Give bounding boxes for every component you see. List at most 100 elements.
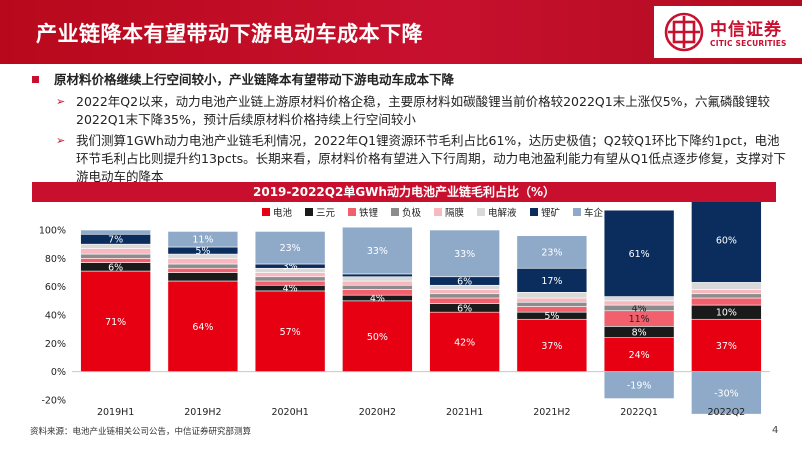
bullet-sub-2: ➢ 我们测算1GWh动力电池产业链毛利情况，2022年Q1锂资源环节毛利占比61… (30, 132, 790, 186)
data-label: 11% (629, 314, 650, 325)
data-label: 7% (108, 235, 123, 246)
data-label: 8% (632, 328, 647, 339)
data-label: 42% (454, 337, 475, 348)
bar-segment (342, 226, 413, 275)
square-bullet-icon (32, 76, 39, 83)
chart-title: 2019-2022Q2单GWh动力电池产业链毛利占比（%） (32, 182, 776, 202)
data-label: 3% (283, 262, 298, 273)
bullet-list: 原材料价格继续上行空间较小，产业链降本有望带动下游电动车成本下降 ➢ 2022年… (30, 70, 790, 186)
bar-segment (429, 311, 500, 372)
bar-segment (691, 202, 762, 283)
bar-segment (254, 231, 326, 265)
bar-segment (167, 267, 239, 273)
bar-segment (80, 253, 151, 259)
bar-segment (516, 267, 588, 293)
y-tick-label: 60% (45, 282, 66, 293)
bar-segment (167, 231, 239, 248)
data-label: 33% (367, 246, 388, 257)
data-label: 5% (544, 311, 559, 322)
bar-segment (80, 248, 151, 255)
data-label: 4% (283, 284, 298, 295)
x-tick-label: 2022Q2 (708, 407, 746, 418)
x-tick-label: 2020H2 (359, 407, 396, 418)
source-footnote: 资料来源：电池产业链相关公司公告，中信证券研究部测算 (30, 427, 252, 437)
bar-segment (691, 318, 762, 372)
arrow-bullet-icon: ➢ (56, 134, 66, 147)
data-label: 50% (367, 332, 388, 343)
legend-swatch-6 (477, 208, 485, 216)
bar-segment (342, 280, 413, 286)
bar-segment (691, 297, 762, 306)
bar-segment (603, 300, 675, 306)
data-label: 6% (457, 303, 472, 314)
y-tick-label: -20% (41, 396, 66, 407)
data-label: 4% (632, 303, 647, 314)
logo-text-en: CITIC SECURITIES (710, 39, 787, 48)
bar-segment (516, 297, 588, 303)
data-label: 71% (105, 317, 126, 328)
arrow-bullet-icon: ➢ (56, 95, 66, 108)
bar-segment (429, 229, 500, 278)
bar-segment (516, 318, 588, 372)
data-label: 6% (457, 277, 472, 288)
data-label: -19% (627, 381, 652, 392)
bullet-sub-2-text: 我们测算1GWh动力电池产业链毛利情况，2022年Q1锂资源环节毛利占比61%，… (76, 133, 786, 184)
data-label: 61% (629, 249, 650, 260)
x-tick-label: 2019H1 (97, 407, 134, 418)
bar-segment (691, 293, 762, 299)
bar-segment (80, 229, 151, 235)
bar-segment (603, 337, 675, 372)
x-tick-label: 2022Q1 (620, 407, 658, 418)
data-label: 4% (370, 294, 385, 305)
bar-segment (342, 284, 413, 290)
bullet-main-text: 原材料价格继续上行空间较小，产业链降本有望带动下游电动车成本下降 (54, 72, 455, 87)
bar-segment (254, 290, 326, 372)
data-label: 17% (541, 276, 562, 287)
bar-segment (516, 301, 588, 307)
x-tick-label: 2021H1 (446, 407, 483, 418)
y-tick-label: 100% (39, 226, 66, 237)
bar-segment (429, 297, 500, 304)
bar-segment (516, 292, 588, 299)
legend-swatch-5 (434, 208, 442, 216)
bar-segment (691, 282, 762, 290)
bar-segment (342, 273, 413, 278)
legend-label-7: 锂矿 (541, 207, 561, 219)
bar-segment (603, 296, 675, 302)
citic-logo-icon (664, 12, 704, 52)
logo: 中信证券 CITIC SECURITIES (654, 6, 802, 58)
data-label: 6% (108, 262, 123, 273)
bar-segment (167, 272, 239, 282)
bar-segment (603, 209, 675, 297)
bar-segment (167, 263, 239, 269)
legend-swatch-8 (573, 208, 581, 216)
page-number: 4 (772, 425, 779, 436)
data-label: 33% (454, 249, 475, 260)
data-label: 64% (192, 322, 213, 333)
legend-label-8: 车企 (584, 207, 604, 219)
bullet-sub-1: ➢ 2022年Q2以来，动力电池产业链上游原材料价格企稳，主要原材料如碳酸锂当前… (30, 93, 790, 129)
bar-segment (691, 289, 762, 295)
data-label: 57% (280, 327, 301, 338)
y-tick-label: 0% (51, 367, 66, 378)
legend-label-1: 电池 (273, 207, 293, 219)
legend-label-5: 隔膜 (445, 208, 465, 219)
y-tick-label: 40% (45, 311, 66, 322)
y-tick-label: 20% (45, 339, 66, 350)
legend-swatch-2 (305, 208, 313, 216)
bar-segment (80, 270, 151, 372)
bullet-sub-1-text: 2022年Q2以来，动力电池产业链上游原材料价格企稳，主要原材料如碳酸锂当前价格… (76, 94, 771, 127)
x-tick-label: 2020H1 (271, 407, 308, 418)
stacked-bar-chart: 电池 三元 铁锂 负极 隔膜 电解液 锂矿 车企 -20% 0% 20% 40% 60% 80% 100% 7… (39, 202, 770, 418)
legend-swatch-1 (262, 208, 270, 216)
x-tick-label: 2019H2 (184, 407, 221, 418)
data-label: 23% (541, 247, 562, 258)
bar-segment (167, 280, 239, 372)
data-label: 23% (280, 243, 301, 254)
data-label: 60% (716, 235, 737, 246)
bar-segment (516, 306, 588, 313)
bar-segment (254, 272, 326, 278)
legend-swatch-3 (348, 208, 356, 216)
bar-segment (342, 300, 413, 372)
legend-label-6: 电解液 (488, 207, 517, 219)
